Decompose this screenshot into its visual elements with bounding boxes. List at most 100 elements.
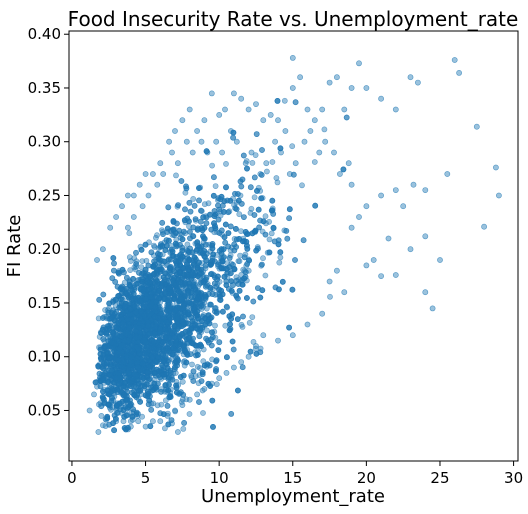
scatter-point <box>119 266 126 273</box>
scatter-point <box>160 358 167 365</box>
scatter-point <box>209 291 216 297</box>
scatter-point <box>253 131 260 137</box>
scatter-point <box>133 309 140 316</box>
scatter-point <box>196 399 202 405</box>
scatter-point <box>104 360 110 367</box>
scatter-point <box>159 279 166 286</box>
scatter-point <box>202 293 209 300</box>
scatter-point <box>173 382 179 389</box>
scatter-point <box>250 298 257 305</box>
scatter-point <box>164 364 171 371</box>
scatter-point <box>233 244 239 250</box>
scatter-point <box>197 341 204 348</box>
scatter-point <box>262 231 269 238</box>
scatter-point <box>321 126 328 133</box>
scatter-point <box>129 295 136 302</box>
scatter-point <box>179 247 186 254</box>
scatter-point <box>340 166 347 173</box>
scatter-point <box>253 247 260 254</box>
scatter-point <box>141 285 148 292</box>
scatter-point <box>197 300 204 307</box>
scatter-point <box>158 366 165 373</box>
scatter-point <box>200 358 207 365</box>
scatter-point <box>148 249 155 256</box>
scatter-point <box>110 397 117 404</box>
scatter-point <box>181 321 187 328</box>
scatter-point <box>190 233 196 240</box>
scatter-point <box>311 159 318 165</box>
scatter-point <box>143 257 150 264</box>
scatter-point <box>223 303 230 310</box>
scatter-point <box>164 402 171 409</box>
scatter-point <box>236 211 243 218</box>
scatter-point <box>239 364 246 371</box>
scatter-point <box>189 361 195 368</box>
scatter-point <box>210 251 217 258</box>
scatter-point <box>213 358 219 365</box>
scatter-point <box>212 368 219 374</box>
scatter-point <box>137 398 143 405</box>
scatter-point <box>209 257 216 264</box>
scatter-point <box>167 393 174 399</box>
scatter-point <box>109 367 115 374</box>
scatter-point <box>268 207 275 214</box>
scatter-point <box>215 202 221 209</box>
scatter-point <box>154 281 160 288</box>
scatter-point <box>150 400 157 407</box>
scatter-point <box>283 227 290 234</box>
scatter-point <box>192 299 199 306</box>
scatter-point <box>195 289 201 296</box>
scatter-point <box>218 264 224 271</box>
scatter-point <box>126 254 133 261</box>
scatter-point <box>172 240 179 247</box>
scatter-point <box>110 255 117 261</box>
scatter-point <box>214 273 221 280</box>
scatter-point <box>211 213 218 220</box>
scatter-point <box>234 191 241 197</box>
scatter-point <box>151 261 158 268</box>
scatter-point <box>210 423 216 430</box>
scatter-point <box>222 221 229 228</box>
scatter-point <box>152 234 159 241</box>
scatter-point <box>114 402 120 408</box>
scatter-point <box>181 217 188 224</box>
scatter-point <box>184 241 191 248</box>
scatter-point <box>191 202 198 209</box>
scatter-point <box>188 314 194 321</box>
scatter-point <box>193 325 200 331</box>
scatter-point <box>248 205 255 212</box>
scatter-point <box>180 372 187 379</box>
scatter-point <box>284 235 291 242</box>
scatter-point <box>134 280 141 287</box>
scatter-point <box>268 230 275 237</box>
scatter-point <box>146 330 153 337</box>
scatter-point <box>110 298 116 305</box>
scatter-point <box>150 345 157 352</box>
scatter-point <box>209 245 216 252</box>
scatter-point <box>170 218 177 225</box>
scatter-point <box>281 97 288 104</box>
scatter-point <box>231 235 238 242</box>
scatter-point <box>220 208 227 215</box>
scatter-point <box>269 159 276 165</box>
scatter-point <box>169 351 176 358</box>
scatter-point <box>209 397 216 404</box>
scatter-point <box>292 99 299 106</box>
scatter-point <box>240 214 247 220</box>
scatter-point <box>243 295 250 301</box>
scatter-point <box>343 114 350 121</box>
scatter-point <box>173 389 180 396</box>
scatter-point <box>105 379 111 386</box>
scatter-point <box>207 301 214 308</box>
scatter-point <box>190 368 197 375</box>
scatter-point <box>228 287 235 294</box>
scatter-point <box>130 275 136 282</box>
scatter-point <box>245 267 252 274</box>
scatter-point <box>161 425 168 432</box>
scatter-point <box>92 379 99 386</box>
scatter-point <box>203 327 210 334</box>
scatter-point <box>312 202 319 209</box>
dense-scatter-cloud <box>92 97 350 434</box>
scatter-point <box>274 179 281 186</box>
